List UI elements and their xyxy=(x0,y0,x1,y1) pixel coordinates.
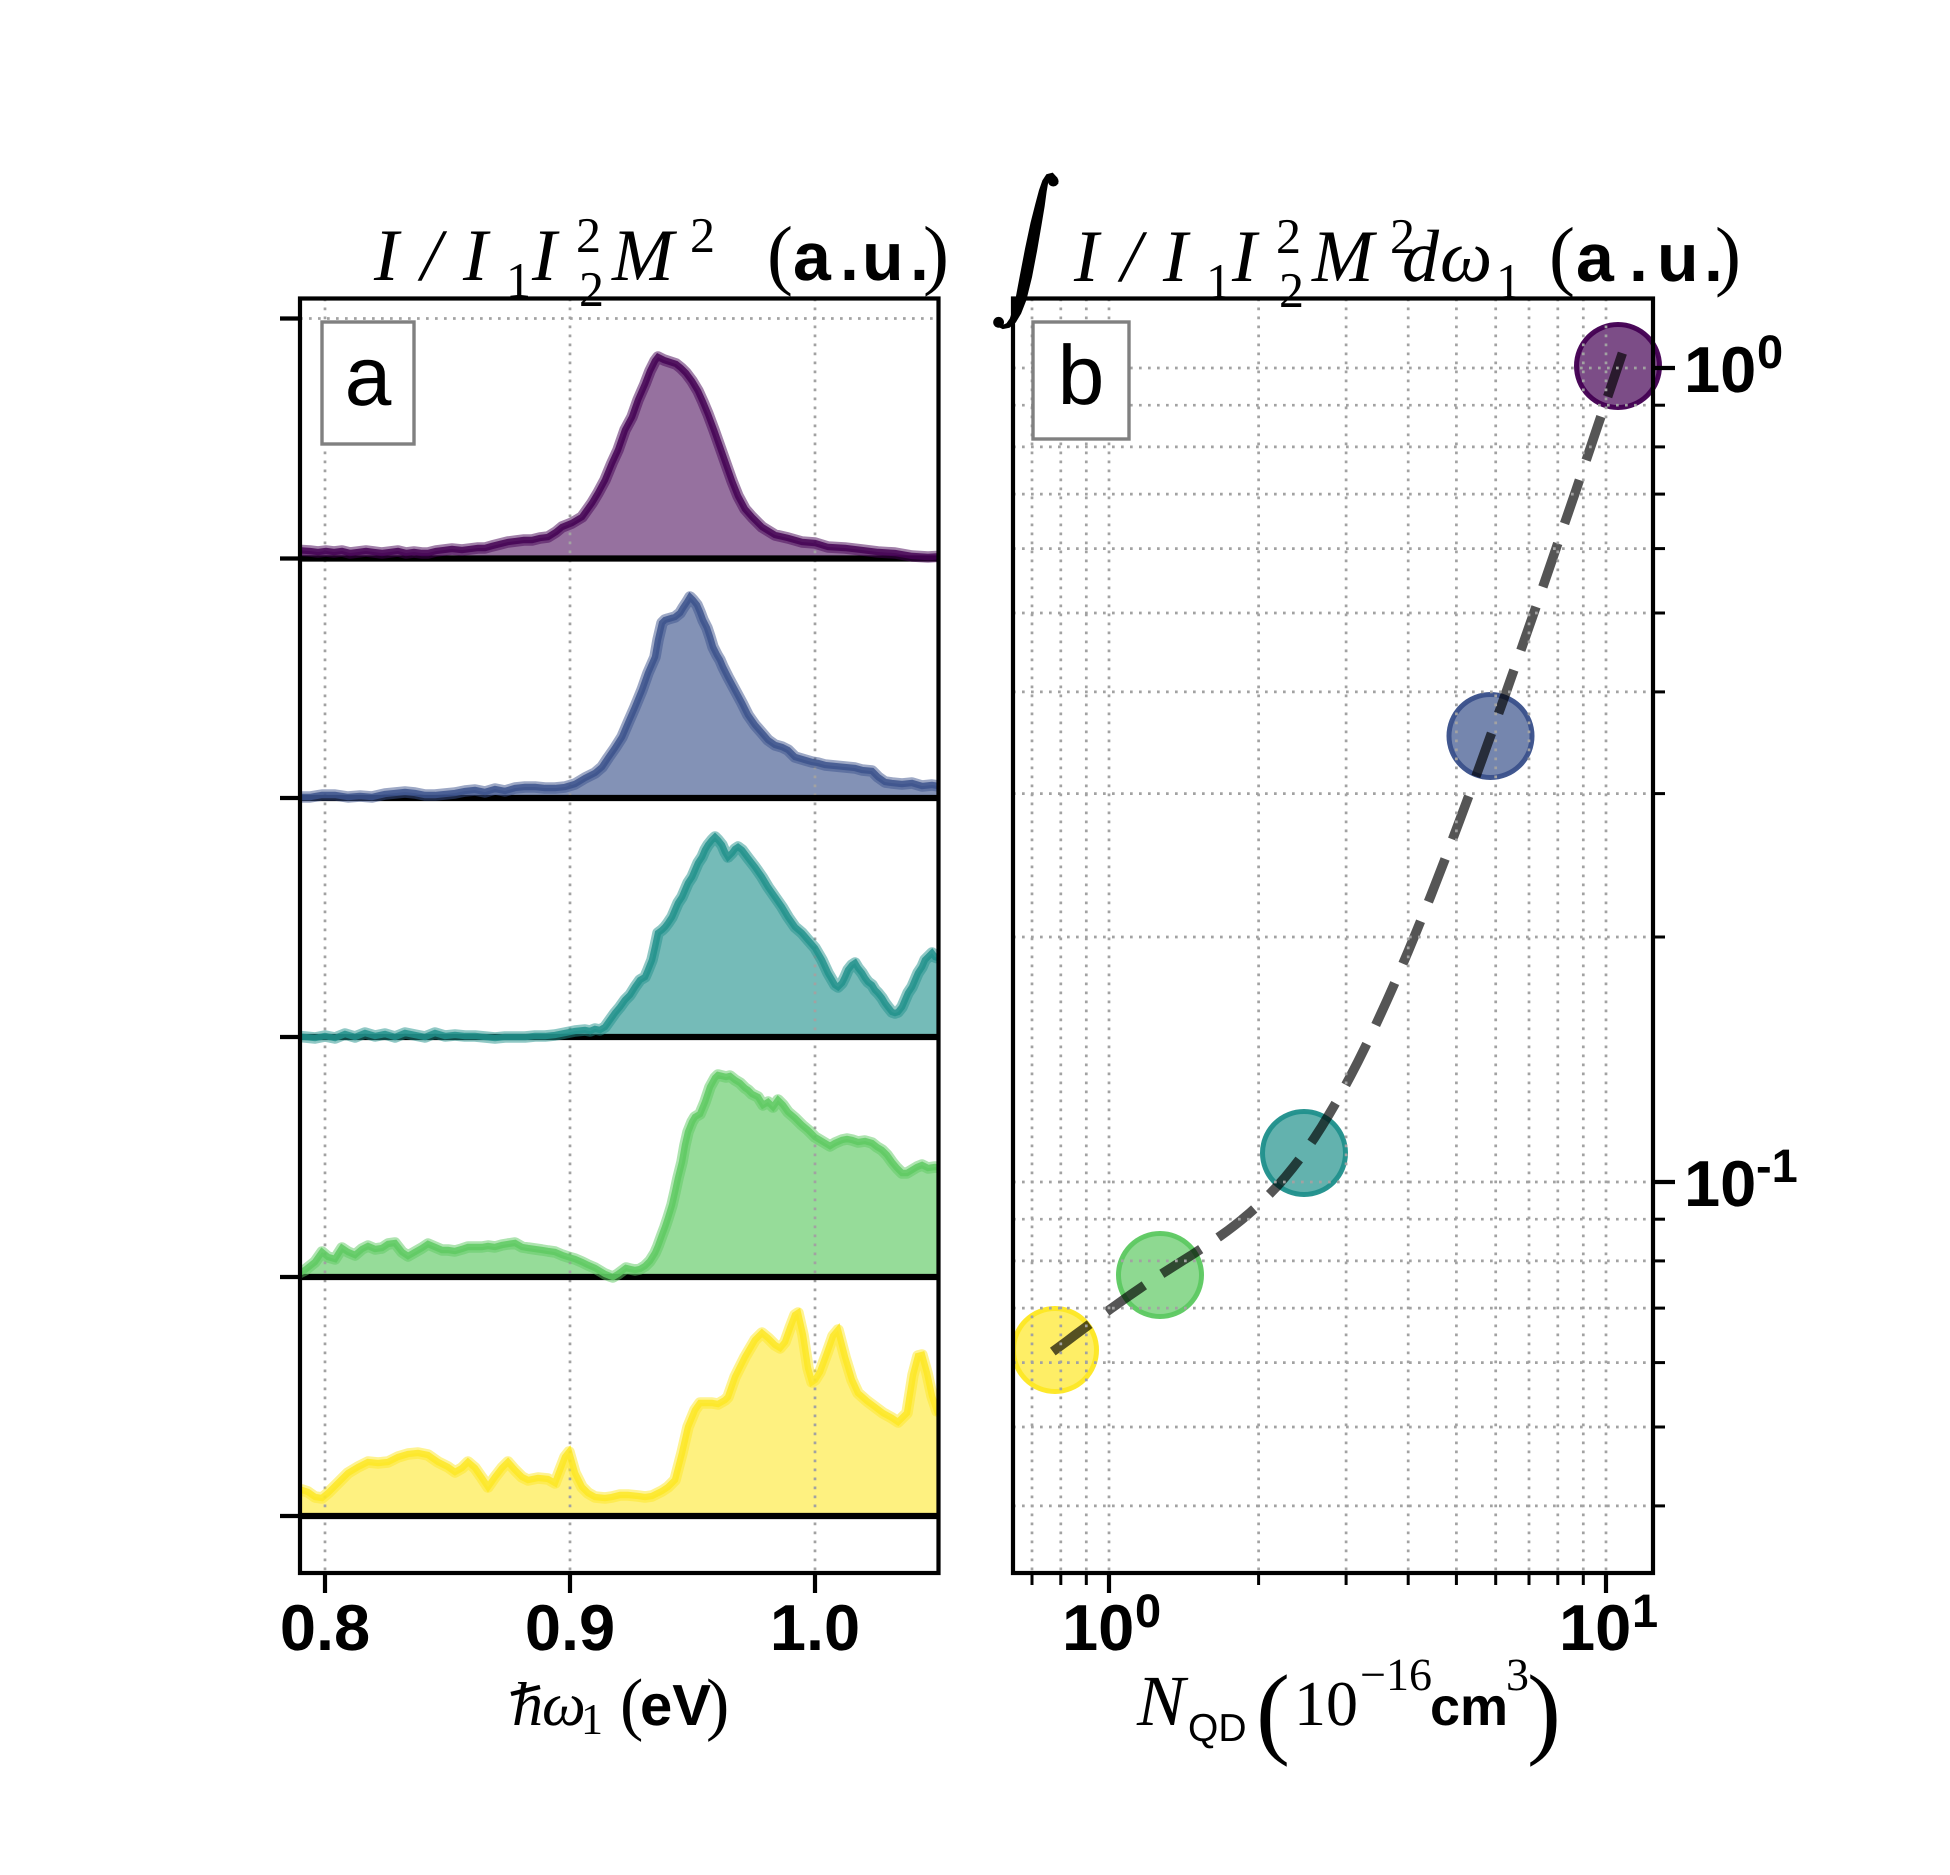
svg-text:): ) xyxy=(1527,1655,1561,1768)
svg-text:2: 2 xyxy=(1279,262,1304,318)
svg-text:1.0: 1.0 xyxy=(770,1591,860,1664)
svg-text:10: 10 xyxy=(1684,1147,1756,1220)
svg-text:): ) xyxy=(923,210,949,297)
svg-text:10: 10 xyxy=(1684,333,1756,406)
svg-text:2: 2 xyxy=(576,207,601,263)
svg-text:(: ( xyxy=(767,210,793,297)
svg-text:a: a xyxy=(1576,220,1615,296)
svg-text:1: 1 xyxy=(506,252,531,308)
svg-text:N: N xyxy=(1136,1661,1189,1741)
svg-text:I: I xyxy=(373,215,402,297)
svg-text:I: I xyxy=(531,215,560,297)
svg-text:.: . xyxy=(910,219,929,295)
svg-text:2: 2 xyxy=(1390,208,1415,264)
svg-text:1: 1 xyxy=(1206,253,1231,309)
svg-text:−16: −16 xyxy=(1360,1649,1432,1700)
svg-text:2: 2 xyxy=(690,207,715,263)
svg-text:I: I xyxy=(1073,216,1102,298)
svg-text:0.8: 0.8 xyxy=(280,1591,370,1664)
svg-text:M: M xyxy=(611,215,678,297)
svg-text:I: I xyxy=(1231,216,1260,298)
svg-text:10: 10 xyxy=(1062,1591,1134,1664)
svg-text:M: M xyxy=(1311,216,1378,298)
svg-text:3: 3 xyxy=(1506,1649,1529,1700)
svg-text:I: I xyxy=(1162,216,1191,298)
svg-text:.: . xyxy=(840,219,859,295)
svg-text:ω: ω xyxy=(1440,216,1492,298)
svg-text:-1: -1 xyxy=(1756,1139,1798,1192)
svg-text:(: ( xyxy=(1256,1655,1290,1768)
svg-text:cm: cm xyxy=(1430,1677,1508,1737)
svg-text:a: a xyxy=(345,329,392,423)
svg-text:a: a xyxy=(793,219,832,295)
svg-text:1: 1 xyxy=(1632,1584,1658,1637)
svg-text:10: 10 xyxy=(1559,1591,1631,1664)
svg-text:I: I xyxy=(462,215,491,297)
svg-text:): ) xyxy=(706,1666,729,1743)
svg-text:(: ( xyxy=(1549,211,1575,298)
svg-text:0.9: 0.9 xyxy=(525,1591,615,1664)
svg-text:1: 1 xyxy=(581,1695,603,1744)
svg-text:d: d xyxy=(1402,216,1440,298)
svg-text:u: u xyxy=(1657,220,1699,296)
svg-text:b: b xyxy=(1058,328,1105,422)
svg-text:ω: ω xyxy=(542,1671,586,1739)
svg-text:0: 0 xyxy=(1757,325,1783,378)
svg-text:u: u xyxy=(862,219,904,295)
svg-text:2: 2 xyxy=(579,261,604,317)
svg-text:QD: QD xyxy=(1188,1707,1247,1750)
svg-text:.: . xyxy=(1704,220,1723,296)
svg-text:(: ( xyxy=(620,1666,643,1743)
svg-text:eV: eV xyxy=(640,1673,711,1738)
svg-text:1: 1 xyxy=(1496,253,1521,309)
svg-text:): ) xyxy=(1715,211,1741,298)
svg-text:2: 2 xyxy=(1276,208,1301,264)
svg-text:h: h xyxy=(512,1671,543,1739)
svg-text:0: 0 xyxy=(1135,1584,1161,1637)
svg-text:.: . xyxy=(1629,220,1648,296)
svg-text:10: 10 xyxy=(1294,1668,1358,1739)
